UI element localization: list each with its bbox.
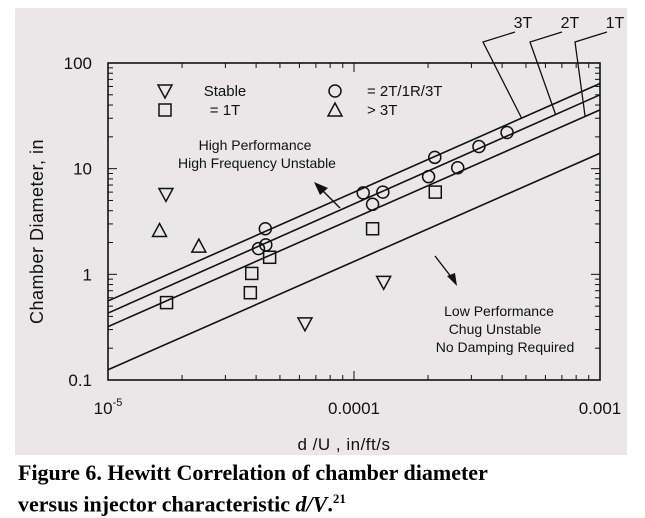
data-point-square [159,295,174,310]
data-point-circle [376,185,390,199]
data-point-circle [472,139,486,154]
correlation-line-3t [108,82,600,302]
data-point-circle [251,241,266,256]
legend-marker-square [158,103,172,117]
data-point-circle [356,186,370,200]
data-point-circle [450,161,465,175]
data-point-circle [258,222,273,236]
correlation-line-1t [108,109,600,328]
line-callout-label: 1T [606,15,625,32]
data-point-circle [365,197,380,212]
figure-caption: Figure 6. Hewitt Correlation of chamber … [18,460,638,517]
correlation-line-lower [108,152,600,371]
x-axis-title: d /U , in/ft/s [298,435,391,454]
x-tick-label: 0.001 [579,399,622,418]
data-point-triangle-down [375,275,392,291]
annotation-low-performance: Low Performance [444,303,554,319]
caption-line-2-italic: d/V [295,491,328,517]
x-tick-label: 0.0001 [328,399,380,418]
data-point-circle [428,150,442,165]
y-tick-label: 10 [73,160,92,179]
annotation-arrow-down-head [447,273,457,286]
data-point-triangle-down [157,187,175,204]
legend-label: = 2T/1R/3T [367,83,442,100]
x-tick-label: 10-5 [94,397,123,418]
line-callout-leader [482,31,523,119]
annotation-arrow-down-shaft [434,255,453,279]
data-point-triangle-up [190,237,208,253]
line-callout-leader [574,31,608,117]
data-point-square [428,185,443,199]
data-point-square [365,222,380,236]
data-point-square [262,250,277,265]
y-tick-label: 0.1 [68,371,92,390]
caption-reference: 21 [332,491,346,506]
data-point-circle [500,125,514,140]
legend-marker-triangle-down [156,84,174,100]
annotation-chug-unstable: Chug Unstable [449,321,542,337]
caption-line-2-suffix: . [327,491,333,517]
legend-marker-triangle-up [326,101,344,117]
legend-label: Stable [204,83,247,100]
data-point-triangle-up [151,221,168,238]
caption-line-1: Figure 6. Hewitt Correlation of chamber … [18,460,488,485]
data-point-circle [421,169,436,184]
data-point-square [243,285,258,300]
data-point-square [244,266,259,281]
annotation-arrow-up-head [314,182,328,195]
annotation-no-damping: No Damping Required [436,339,575,355]
correlation-line-2t [108,94,600,314]
line-callout-label: 3T [514,15,533,32]
y-tick-label: 100 [64,54,92,73]
legend-marker-circle [328,84,342,98]
caption-line-2-prefix: versus injector characteristic [18,491,296,517]
annotation-high-performance: High Performance [199,137,312,153]
legend-label: > 3T [367,102,397,119]
chart-area: 10-5 0.0001 0.001 100 10 1 0.1 d /U , in/ft/s Ch… [15,8,627,455]
line-callout-label: 2T [561,15,580,32]
y-tick-label: 1 [83,265,92,284]
data-point-triangle-down [296,317,314,333]
line-callout-leader [529,31,563,115]
legend-label: = 1T [210,102,240,119]
chart-svg: 10-5 0.0001 0.001 100 10 1 0.1 d /U , in/ft/s Ch… [27,15,625,454]
annotation-high-frequency: High Frequency Unstable [178,155,336,171]
y-axis-title: Chamber Diameter, in [27,139,47,324]
